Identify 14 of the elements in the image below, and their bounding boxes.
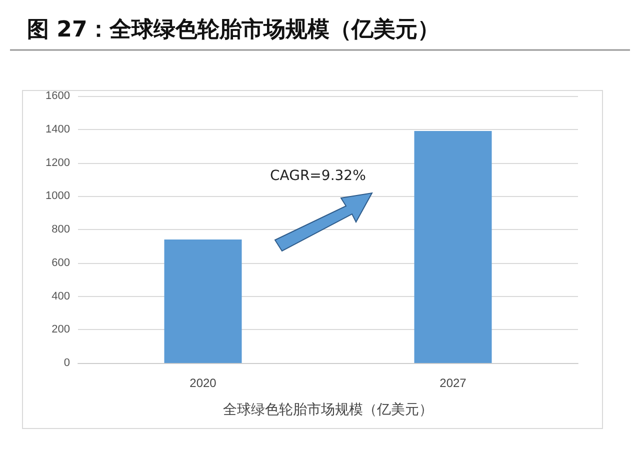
annotation: CAGR=9.32% (270, 168, 366, 184)
y-tick-label: 1200 (46, 156, 70, 169)
y-tick-label: 800 (52, 224, 70, 236)
y-tick-label: 400 (52, 290, 70, 302)
y-tick-label: 1600 (46, 90, 70, 102)
x-axis-title: 全球绿色轮胎市场规模（亿美元） (223, 402, 433, 418)
y-tick-label: 1400 (46, 123, 70, 136)
y-tick-label: 0 (64, 357, 70, 369)
x-tick-label: 2027 (440, 376, 467, 390)
y-tick-label: 1000 (46, 190, 70, 202)
x-tick-label: 2020 (190, 376, 217, 390)
y-tick-label: 200 (52, 324, 70, 336)
chart-title: 图 27：全球绿色轮胎市场规模（亿美元） (27, 16, 440, 42)
y-tick-label: 600 (52, 256, 70, 269)
